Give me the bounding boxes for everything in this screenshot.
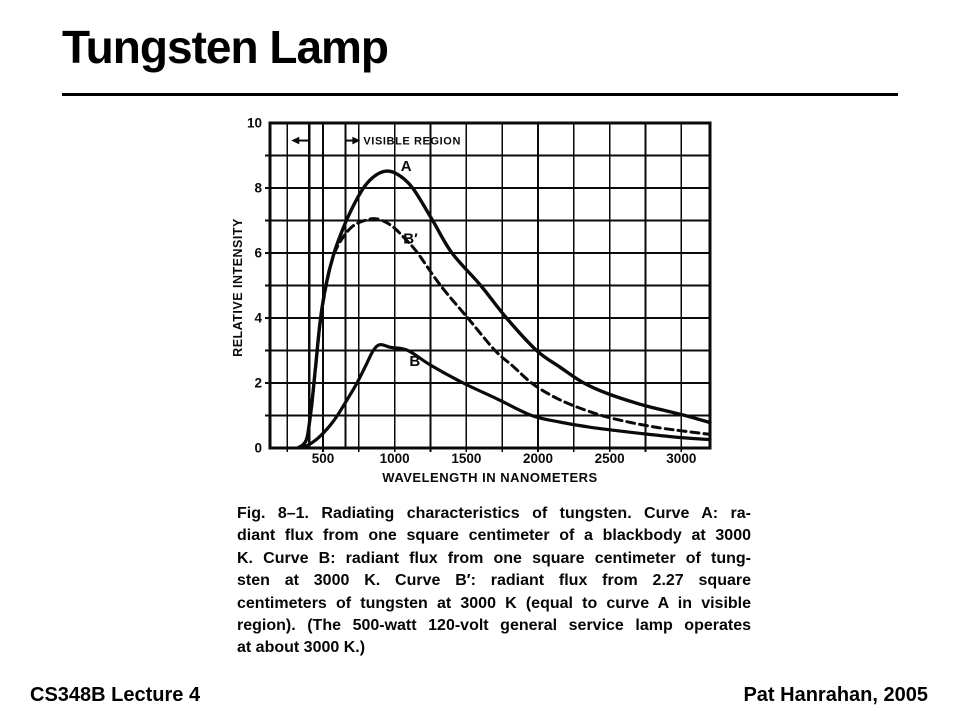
curve-label: B [409, 353, 420, 370]
slide-footer: CS348B Lecture 4 Pat Hanrahan, 2005 [30, 684, 928, 707]
curve-label: A [401, 158, 412, 175]
x-tick-label: 3000 [666, 451, 696, 466]
x-tick-label: 2000 [523, 451, 553, 466]
caption-line: Fig. 8–1. Radiating characteristics of t… [237, 505, 751, 522]
curve-b-prime [310, 217, 712, 436]
x-axis-title: WAVELENGTH IN NANOMETERS [382, 470, 597, 485]
left-arrow-icon [291, 136, 300, 145]
plot-border [268, 121, 712, 450]
y-tick-label: 6 [254, 246, 262, 261]
tungsten-figure: VISIBLE REGION 500 1000 1500 2000 2500 3000 0 2 4… [215, 108, 755, 660]
caption-line: sten at 3000 K. Curve B′: radiant flux f… [237, 572, 751, 590]
title-divider [62, 93, 898, 96]
caption-line: diant flux from one square centimeter of… [237, 527, 751, 545]
caption-line: region). (The 500-watt 120-volt general … [237, 617, 751, 635]
y-axis-title: RELATIVE INTENSITY [231, 218, 245, 357]
footer-course-label: CS348B Lecture 4 [30, 684, 201, 706]
y-tick-label: 2 [254, 376, 262, 391]
visible-region-label: VISIBLE REGION [363, 136, 461, 148]
x-tick-label: 1000 [380, 451, 410, 466]
figure-caption: Fig. 8–1. Radiating characteristics of t… [237, 503, 751, 660]
curve-b [299, 343, 712, 449]
visible-region-marker: VISIBLE REGION [291, 123, 461, 448]
footer-author-label: Pat Hanrahan, 2005 [743, 684, 928, 706]
caption-line: centimeters of tungsten at 3000 K (equal… [237, 594, 751, 612]
y-tick-label: 4 [254, 311, 262, 326]
curve-label: B′ [403, 230, 418, 247]
y-tick-label: 0 [254, 441, 262, 456]
caption-line: K. Curve B: radiant flux from one square… [237, 549, 751, 567]
x-tick-label: 1500 [451, 451, 481, 466]
chart-grid [265, 123, 710, 452]
curve-a [297, 169, 712, 450]
slide-title: Tungsten Lamp [62, 21, 389, 73]
right-arrow-icon [352, 136, 361, 145]
y-tick-label: 10 [247, 116, 262, 131]
y-tick-label: 8 [254, 181, 262, 196]
x-tick-label: 2500 [595, 451, 625, 466]
x-tick-label: 500 [312, 451, 335, 466]
radiation-characteristics-chart: VISIBLE REGION 500 1000 1500 2000 2500 3000 0 2 4… [231, 116, 712, 485]
caption-line: at about 3000 K.) [237, 639, 366, 657]
